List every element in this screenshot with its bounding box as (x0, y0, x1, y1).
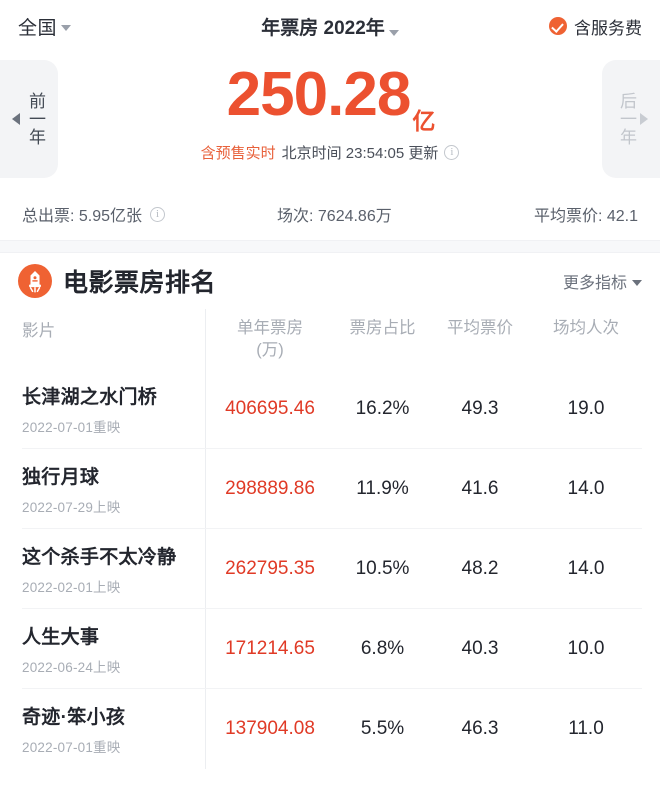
region-selector[interactable]: 全国 (18, 13, 72, 40)
stat-avg-price: 平均票价: 42.1 (497, 202, 638, 226)
more-metrics-label: 更多指标 (562, 275, 627, 292)
film-cell[interactable]: 独行月球 2022-07-29上映 (0, 462, 205, 516)
film-gross: 171214.65 (225, 638, 315, 659)
stats-row: 总出票: 5.95亿张 i 场次: 7624.86万 平均票价: 42.1 (0, 188, 660, 240)
prev-year-button[interactable]: 前一年 (0, 60, 58, 178)
stat-screenings: 场次: 7624.86万 (277, 202, 497, 226)
film-title: 这个杀手不太冷静 (22, 547, 177, 568)
table-row[interactable]: 奇迹·笨小孩 2022-07-01重映 137904.08 5.5% 46.3 … (0, 689, 642, 769)
film-avg-price: 41.6 (461, 478, 499, 499)
film-release-date: 2022-07-01重映 (22, 740, 121, 755)
column-header-gross: 单年票房 (万) (237, 319, 303, 360)
film-gross: 137904.08 (225, 718, 315, 739)
info-icon[interactable]: i (444, 145, 460, 160)
film-avg-people: 11.0 (568, 718, 604, 739)
film-release-date: 2022-07-01重映 (22, 420, 121, 435)
film-avg-price: 46.3 (461, 718, 499, 739)
chevron-down-icon (388, 29, 399, 36)
film-avg-price: 40.3 (461, 638, 499, 659)
table-column-divider (205, 309, 206, 769)
column-header-avg-price: 平均票价 (447, 319, 513, 337)
film-title: 奇迹·笨小孩 (22, 707, 126, 728)
stat-total-tickets-label: 总出票: 5.95亿张 (22, 208, 143, 225)
film-avg-price: 48.2 (461, 558, 499, 579)
region-label: 全国 (18, 17, 58, 39)
column-header-share: 票房占比 (349, 319, 416, 337)
ranking-trophy-icon (18, 264, 52, 298)
total-box-office-value: 250.28 (226, 60, 412, 129)
film-title: 独行月球 (22, 467, 100, 488)
film-title: 长津湖之水门桥 (22, 387, 158, 408)
film-cell[interactable]: 人生大事 2022-06-24上映 (0, 622, 205, 676)
table-row[interactable]: 这个杀手不太冷静 2022-02-01上映 262795.35 10.5% 48… (0, 529, 642, 609)
presale-note: 含预售实时 (200, 145, 276, 162)
chevron-down-icon (632, 280, 642, 286)
film-gross: 262795.35 (225, 558, 315, 579)
film-cell[interactable]: 这个杀手不太冷静 2022-02-01上映 (0, 542, 205, 596)
row-divider (22, 528, 642, 529)
film-avg-price: 49.3 (461, 398, 499, 419)
update-time-text: 北京时间 23:54:05 更新 (281, 145, 439, 162)
film-cell[interactable]: 长津湖之水门桥 2022-07-01重映 (0, 382, 205, 436)
table-header-row: 影片 单年票房 (万) 票房占比 平均票价 场均人次 (0, 309, 642, 369)
total-box-office: 250.28亿 含预售实时 北京时间 23:54:05 更新 i (70, 64, 590, 163)
row-divider (22, 448, 642, 449)
film-share: 11.9% (356, 478, 409, 499)
row-divider (22, 688, 642, 689)
film-cell[interactable]: 奇迹·笨小孩 2022-07-01重映 (0, 702, 205, 756)
table-row[interactable]: 人生大事 2022-06-24上映 171214.65 6.8% 40.3 10… (0, 609, 642, 689)
film-release-date: 2022-07-29上映 (22, 500, 121, 515)
film-title: 人生大事 (22, 627, 100, 648)
column-header-film: 影片 (22, 322, 56, 340)
check-circle-icon (549, 17, 567, 35)
table-row[interactable]: 独行月球 2022-07-29上映 298889.86 11.9% 41.6 1… (0, 449, 642, 529)
service-fee-toggle[interactable]: 含服务费 (549, 14, 642, 39)
film-gross: 406695.46 (225, 398, 315, 419)
info-icon[interactable]: i (150, 206, 166, 222)
next-year-label: 后一年 (616, 92, 636, 146)
table-row[interactable]: 长津湖之水门桥 2022-07-01重映 406695.46 16.2% 49.… (0, 369, 642, 449)
triangle-right-icon (639, 113, 648, 125)
total-box-office-unit: 亿 (412, 108, 436, 134)
film-avg-people: 14.0 (567, 478, 605, 499)
prev-year-label: 前一年 (25, 92, 45, 146)
film-avg-people: 10.0 (567, 638, 605, 659)
film-share: 16.2% (355, 398, 410, 419)
top-bar: 全国 年票房 2022年 含服务费 (0, 0, 660, 52)
row-divider (22, 608, 642, 609)
film-release-date: 2022-06-24上映 (22, 660, 121, 675)
page-title: 年票房 2022年 (0, 13, 660, 40)
page-title-label: 年票房 2022年 (261, 17, 385, 39)
film-share: 6.8% (360, 638, 405, 659)
ranking-section-header: 电影票房排名 更多指标 (0, 253, 660, 309)
period-selector[interactable]: 年票房 2022年 (261, 18, 399, 39)
triangle-left-icon (12, 113, 21, 125)
film-avg-people: 19.0 (567, 398, 605, 419)
next-year-button[interactable]: 后一年 (602, 60, 660, 178)
ranking-section-title: 电影票房排名 (63, 269, 217, 297)
more-metrics-button[interactable]: 更多指标 (563, 269, 642, 293)
service-fee-label: 含服务费 (574, 18, 642, 38)
box-office-table: 影片 单年票房 (万) 票房占比 平均票价 场均人次 长津湖之水门桥 2022-… (0, 309, 660, 769)
stat-screenings-label: 场次: 7624.86万 (277, 208, 392, 225)
update-status: 含预售实时 北京时间 23:54:05 更新 i (70, 142, 590, 163)
chevron-down-icon (61, 25, 72, 31)
hero-section: 前一年 后一年 250.28亿 含预售实时 北京时间 23:54:05 更新 i (0, 52, 660, 188)
section-divider (0, 240, 660, 253)
film-share: 5.5% (360, 718, 405, 739)
film-release-date: 2022-02-01上映 (22, 580, 121, 595)
stat-total-tickets: 总出票: 5.95亿张 i (22, 202, 277, 226)
film-avg-people: 14.0 (567, 558, 605, 579)
column-header-avg-people: 场均人次 (553, 319, 619, 337)
film-share: 10.5% (355, 558, 410, 579)
stat-avg-price-label: 平均票价: 42.1 (533, 208, 638, 225)
film-gross: 298889.86 (225, 478, 315, 499)
